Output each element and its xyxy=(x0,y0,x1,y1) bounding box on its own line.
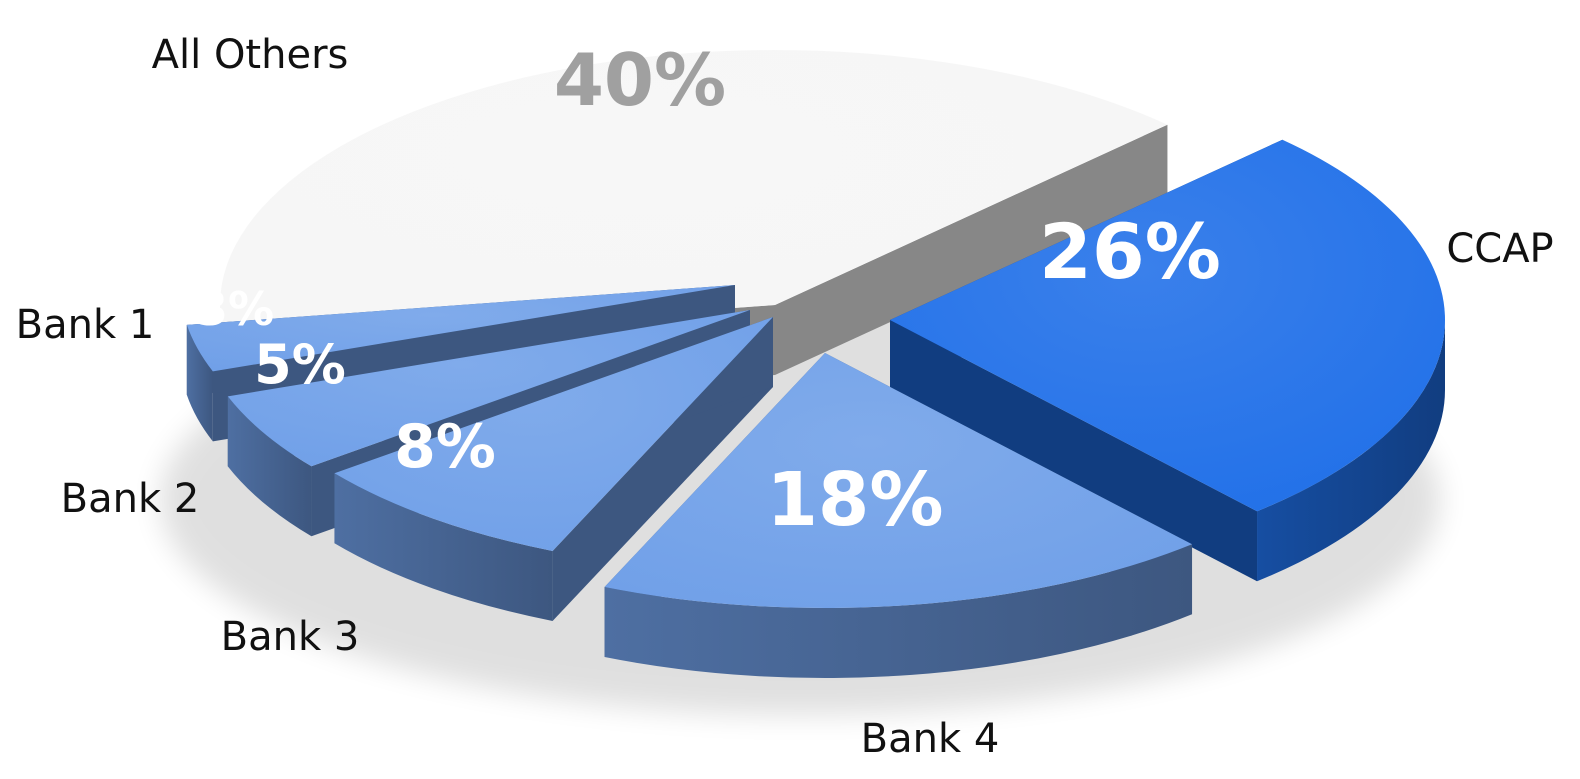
value-label-bank-1: 3% xyxy=(196,282,274,336)
slice-top xyxy=(604,353,1193,608)
slice-wall xyxy=(890,320,1258,582)
slice-top xyxy=(334,317,773,552)
category-label-all-others: All Others xyxy=(152,32,349,78)
pie-slice-ccap xyxy=(890,139,1445,582)
slice-wall xyxy=(186,285,735,395)
value-label-bank-4: 18% xyxy=(766,457,943,543)
slice-top xyxy=(186,285,735,372)
value-label-bank-3: 8% xyxy=(394,412,496,482)
slice-top xyxy=(890,139,1445,512)
slice-rim xyxy=(334,473,553,622)
slice-top xyxy=(227,310,751,467)
slice-rim xyxy=(186,324,213,442)
slice-group xyxy=(186,50,1445,678)
category-label-bank-4: Bank 4 xyxy=(861,716,1000,762)
slice-top xyxy=(219,50,1168,345)
category-label-bank-1: Bank 1 xyxy=(16,302,155,348)
category-label-bank-3: Bank 3 xyxy=(221,614,360,660)
label-group: CCAP 26% Bank 4 18% Bank 3 8% Bank 2 5% Bank 1 3%… xyxy=(16,32,1554,762)
slice-rim xyxy=(227,396,312,537)
slice-wall xyxy=(775,124,1168,375)
slice-rim xyxy=(604,544,1193,678)
value-label-ccap: 26% xyxy=(1039,207,1221,296)
pie-slice-bank-4 xyxy=(604,353,1193,678)
pie-slice-bank-3 xyxy=(334,317,773,622)
category-label-bank-2: Bank 2 xyxy=(61,476,200,522)
category-label-ccap: CCAP xyxy=(1446,226,1553,272)
slice-rim xyxy=(1257,320,1445,582)
value-label-bank-2: 5% xyxy=(254,333,346,396)
value-label-all-others: 40% xyxy=(554,38,726,122)
